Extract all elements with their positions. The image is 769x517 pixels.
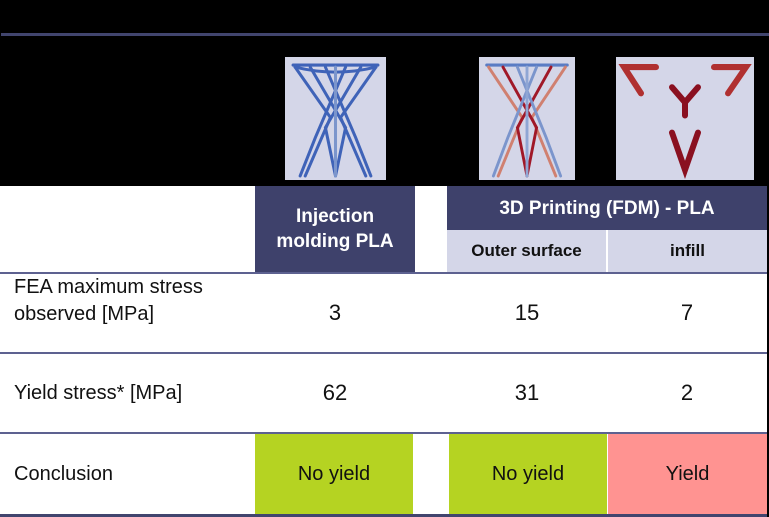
subheader-outer-surface: Outer surface <box>447 230 606 272</box>
comparison-table: Injection molding PLA 3D Printing (FDM) … <box>0 186 767 517</box>
row-label-line2: observed [MPa] <box>14 303 155 325</box>
cell-yield-outer-surface: 31 <box>514 380 540 405</box>
cell-yield-injection: 62 <box>322 380 348 405</box>
row-divider <box>0 352 767 354</box>
cell-fea-infill: 7 <box>680 300 694 325</box>
title-divider <box>1 33 769 36</box>
row-divider <box>0 432 767 434</box>
cell-fea-outer-surface: 15 <box>514 300 540 325</box>
header-injection-line2: molding PLA <box>276 231 394 252</box>
subheader-infill: infill <box>608 230 767 272</box>
row-label-conclusion: Conclusion <box>14 462 113 485</box>
row-label-line1: FEA maximum stress <box>14 276 203 298</box>
cell-fea-injection: 3 <box>328 300 342 325</box>
cell-yield-infill: 2 <box>680 380 694 405</box>
cell-conclusion-outer-surface: No yield <box>449 434 607 514</box>
row-label-yield-stress: Yield stress* [MPa] <box>14 381 183 404</box>
header-3d-printing: 3D Printing (FDM) - PLA <box>447 186 767 230</box>
table-bottom-border <box>0 514 767 517</box>
row-divider <box>0 272 767 274</box>
infill-fea-image <box>616 57 754 180</box>
row-label-fea-max-stress: FEA maximum stress observed [MPa] <box>0 274 255 352</box>
header-injection-line1: Injection <box>295 206 375 227</box>
injection-molding-fea-image <box>285 57 386 180</box>
outer-surface-fea-image <box>479 57 575 180</box>
cell-conclusion-infill: Yield <box>608 434 767 514</box>
header-injection-molding: Injection molding PLA <box>255 186 415 272</box>
cell-conclusion-injection: No yield <box>255 434 413 514</box>
